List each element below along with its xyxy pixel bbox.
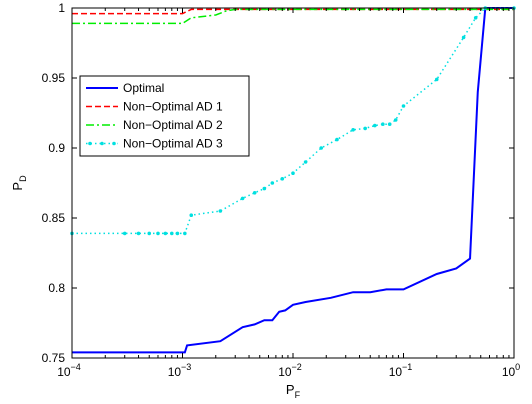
series-line <box>72 7 514 354</box>
x-tick-label: 10−1 <box>389 362 413 379</box>
data-point <box>122 231 127 236</box>
y-axis-label-sub: D <box>18 175 28 182</box>
data-point <box>156 231 160 236</box>
y-axis-label-main: P <box>10 182 25 191</box>
data-point <box>381 122 385 126</box>
data-point <box>351 128 355 132</box>
y-tick-label: 0.95 <box>42 71 66 85</box>
data-point <box>163 231 168 236</box>
data-point <box>434 77 439 82</box>
data-point <box>387 122 392 126</box>
legend-item: Optimal <box>86 81 164 95</box>
series-1 <box>72 7 514 354</box>
plot-area <box>72 8 514 358</box>
data-point <box>335 137 339 142</box>
y-tick-label: 1 <box>58 1 65 15</box>
data-point <box>280 177 285 181</box>
legend-label: Non−Optimal AD 1 <box>123 100 223 114</box>
data-point <box>218 209 223 213</box>
y-axis-label: PD <box>10 175 28 191</box>
data-point <box>169 231 174 236</box>
legend-item: Non−Optimal AD 1 <box>86 100 223 114</box>
x-axis-label-main: P <box>286 382 295 397</box>
x-axis-label-sub: F <box>295 390 301 400</box>
data-point <box>240 196 245 201</box>
data-point <box>319 146 324 150</box>
data-point <box>393 118 398 122</box>
data-point <box>262 186 267 191</box>
x-tick-label: 10−3 <box>168 362 192 379</box>
data-point <box>183 231 187 236</box>
x-tick-label: 10−2 <box>278 362 302 379</box>
legend: Optimal Non−Optimal AD 1 Non−Optimal AD 2 N… <box>79 75 250 157</box>
legend-item: Non−Optimal AD 3 <box>86 137 223 151</box>
tick-layer: 10−4 10−3 10−2 10−1 100 0.75 0.8 0.85 0.9 0.95 1 <box>42 1 521 379</box>
legend-items: Optimal Non−Optimal AD 1 Non−Optimal AD 2 N… <box>86 81 223 151</box>
data-point <box>291 171 295 175</box>
legend-marker <box>112 141 116 146</box>
legend-box <box>79 75 250 157</box>
x-axis-label: PF <box>286 382 301 400</box>
x-tick-label: 100 <box>502 362 520 379</box>
data-point <box>373 123 377 128</box>
legend-label: Non−Optimal AD 2 <box>123 118 223 132</box>
x-tick-label: 10−4 <box>57 362 81 379</box>
data-point <box>147 231 152 236</box>
legend-label: Non−Optimal AD 3 <box>123 137 223 151</box>
legend-item: Non−Optimal AD 2 <box>86 118 223 132</box>
data-point <box>461 35 466 40</box>
y-tick-label: 0.85 <box>42 211 66 225</box>
y-tick-label: 0.8 <box>48 281 65 295</box>
legend-label: Optimal <box>123 81 164 95</box>
data-point <box>136 231 141 236</box>
legend-marker <box>88 141 92 146</box>
data-point <box>303 160 308 164</box>
legend-marker <box>100 141 104 146</box>
data-point <box>189 213 194 217</box>
y-tick-label: 0.75 <box>42 351 66 365</box>
data-point <box>270 181 275 185</box>
y-tick-label: 0.9 <box>48 141 65 155</box>
data-point <box>252 191 257 195</box>
data-point <box>401 104 406 108</box>
data-point <box>175 231 180 236</box>
data-point <box>363 126 367 131</box>
data-point <box>473 15 478 20</box>
